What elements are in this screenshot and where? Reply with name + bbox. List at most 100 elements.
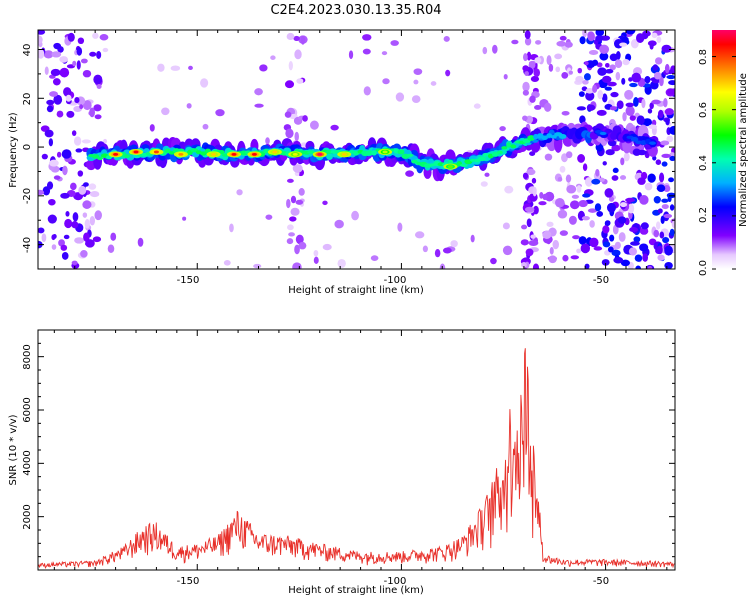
noise-speckle xyxy=(607,246,614,253)
noise-speckle xyxy=(48,198,56,206)
noise-speckle xyxy=(546,55,552,66)
noise-speckle xyxy=(351,210,359,221)
noise-speckle xyxy=(137,237,144,247)
noise-speckle xyxy=(473,103,481,109)
noise-speckle xyxy=(72,212,79,222)
noise-speckle xyxy=(582,163,588,171)
noise-speckle xyxy=(578,91,585,97)
noise-speckle xyxy=(89,51,97,57)
noise-speckle xyxy=(499,126,506,132)
noise-speckle xyxy=(589,237,599,248)
noise-speckle xyxy=(51,51,62,58)
noise-speckle xyxy=(653,229,660,238)
noise-speckle xyxy=(521,262,527,268)
noise-speckle xyxy=(292,262,302,269)
noise-speckle xyxy=(549,247,554,255)
noise-speckle xyxy=(613,256,624,264)
noise-speckle xyxy=(254,103,264,108)
noise-speckle xyxy=(595,169,600,177)
noise-speckle xyxy=(591,178,601,185)
noise-speckle xyxy=(641,98,646,109)
noise-speckle xyxy=(656,184,666,192)
noise-speckle xyxy=(602,161,607,166)
noise-speckle xyxy=(621,36,629,43)
noise-speckle xyxy=(330,124,339,131)
noise-speckle xyxy=(65,94,72,102)
noise-speckle xyxy=(149,124,155,132)
noise-speckle xyxy=(49,159,59,167)
ridge-segment xyxy=(307,150,316,154)
noise-speckle xyxy=(229,223,234,233)
noise-speckle xyxy=(611,175,619,181)
noise-speckle xyxy=(597,90,604,100)
noise-speckle xyxy=(414,231,425,239)
noise-speckle xyxy=(413,79,419,85)
noise-speckle xyxy=(566,184,577,194)
noise-speckle xyxy=(647,173,656,183)
noise-speckle xyxy=(65,211,70,217)
noise-speckle xyxy=(586,104,596,111)
noise-speckle xyxy=(629,115,636,121)
noise-speckle xyxy=(294,131,299,142)
noise-speckle xyxy=(76,47,83,56)
noise-speckle xyxy=(629,227,638,233)
noise-speckle xyxy=(302,115,308,122)
noise-speckle xyxy=(362,48,371,55)
noise-speckle xyxy=(595,35,604,42)
noise-speckle xyxy=(581,215,590,221)
snr-ticks xyxy=(38,330,675,570)
noise-speckle xyxy=(611,249,621,257)
noise-speckle xyxy=(362,34,372,41)
noise-speckle xyxy=(595,30,605,37)
noise-speckle xyxy=(284,80,295,89)
noise-speckle xyxy=(636,115,645,125)
noise-speckle xyxy=(568,215,577,225)
noise-speckle xyxy=(533,68,541,77)
noise-speckle xyxy=(605,69,614,74)
noise-speckle xyxy=(532,263,540,269)
noise-speckle xyxy=(584,61,589,66)
colorbar-tick-0.4: 0.4 xyxy=(698,155,709,171)
noise-speckle xyxy=(75,148,83,153)
noise-speckle xyxy=(572,235,580,240)
noise-speckle xyxy=(602,75,612,84)
noise-speckle xyxy=(99,34,109,41)
noise-speckle xyxy=(46,99,55,106)
noise-speckle xyxy=(265,137,270,145)
noise-speckle xyxy=(651,99,661,105)
noise-speckle xyxy=(594,203,602,212)
noise-speckle xyxy=(82,100,92,111)
spectrogram-frame xyxy=(37,29,676,270)
noise-speckle xyxy=(568,70,573,75)
colorbar-tick-0.6: 0.6 xyxy=(698,102,709,118)
ridge-segment xyxy=(550,134,557,139)
noise-speckle xyxy=(657,245,663,255)
noise-speckle xyxy=(530,234,536,239)
spectrogram-heatmap xyxy=(38,30,675,269)
noise-speckle xyxy=(85,239,95,248)
noise-speckle xyxy=(322,200,328,206)
spectrogram-y-label: Frequency (Hz) xyxy=(8,112,19,188)
noise-speckle xyxy=(668,80,675,86)
noise-speckle xyxy=(585,91,595,101)
noise-speckle xyxy=(289,216,297,222)
noise-speckle xyxy=(655,159,662,165)
noise-speckle xyxy=(72,60,77,67)
noise-speckle xyxy=(310,120,319,130)
ridge-segment xyxy=(406,153,414,157)
noise-speckle xyxy=(671,220,675,229)
noise-speckle xyxy=(664,261,673,269)
noise-speckle xyxy=(605,220,611,226)
colorbar-gradient xyxy=(712,30,736,269)
noise-speckle xyxy=(587,208,598,213)
noise-speckle xyxy=(659,76,664,87)
noise-speckle xyxy=(70,182,77,191)
noise-speckle xyxy=(502,245,513,256)
noise-speckle xyxy=(522,65,529,72)
noise-speckle xyxy=(622,111,627,122)
noise-speckle xyxy=(522,115,528,121)
spectrogram-y-tick-20: 20 xyxy=(22,93,33,106)
noise-speckle xyxy=(529,95,536,103)
noise-speckle xyxy=(450,240,458,248)
noise-speckle xyxy=(531,177,537,184)
